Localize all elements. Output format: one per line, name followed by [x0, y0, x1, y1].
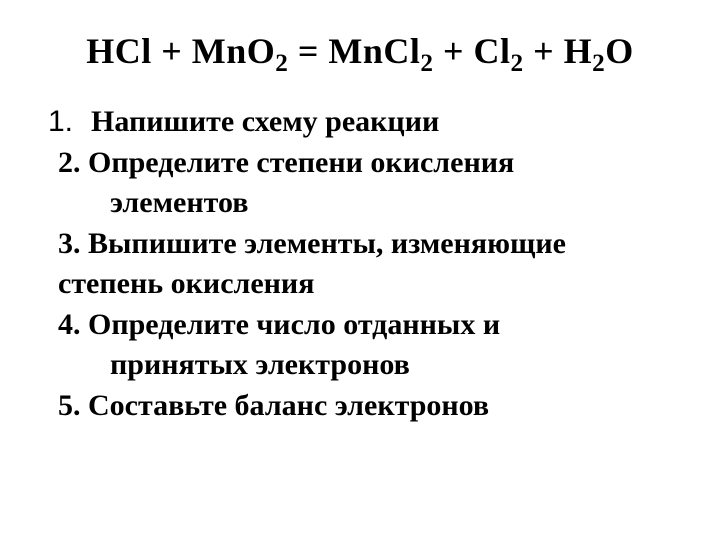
eq-sub-2: 2 — [420, 50, 433, 77]
item-text: Выпишите элементы, изменяющие — [88, 227, 566, 260]
item-text: Напишите схему реакции — [91, 102, 439, 143]
list-item: 4. Определите число отданных и — [48, 305, 680, 346]
list-item: 3. Выпишите элементы, изменяющие — [48, 224, 680, 265]
item-text: Определите степени окисления — [88, 146, 514, 179]
item-number: 3. — [58, 227, 81, 260]
task-list: 1. Напишите схему реакции 2. Определите … — [40, 102, 680, 426]
eq-sub-3: 2 — [511, 50, 524, 77]
item-text: Определите число отданных и — [88, 308, 500, 341]
eq-part-5: O — [605, 31, 634, 71]
item-number: 5. — [58, 389, 81, 422]
eq-sub-1: 2 — [275, 50, 288, 77]
item-continuation: степень окисления — [48, 264, 680, 305]
eq-sub-4: 2 — [592, 50, 605, 77]
item-continuation: элементов — [48, 183, 680, 224]
item-text: Составьте баланс электронов — [88, 389, 489, 422]
eq-part-4: + H — [524, 31, 593, 71]
list-item: 1. Напишите схему реакции — [48, 102, 680, 143]
item-continuation: принятых электронов — [48, 345, 680, 386]
list-item: 2. Определите степени окисления — [48, 143, 680, 184]
chemical-equation: HCl + MnO2 = MnCl2 + Cl2 + H2O — [40, 30, 680, 78]
item-number: 4. — [58, 308, 81, 341]
eq-part-1: HCl + MnO — [86, 31, 275, 71]
list-item: 5. Составьте баланс электронов — [48, 386, 680, 427]
eq-part-3: + Cl — [434, 31, 511, 71]
item-number: 1. — [48, 102, 73, 143]
item-number: 2. — [58, 146, 81, 179]
eq-part-2: = MnCl — [288, 31, 420, 71]
